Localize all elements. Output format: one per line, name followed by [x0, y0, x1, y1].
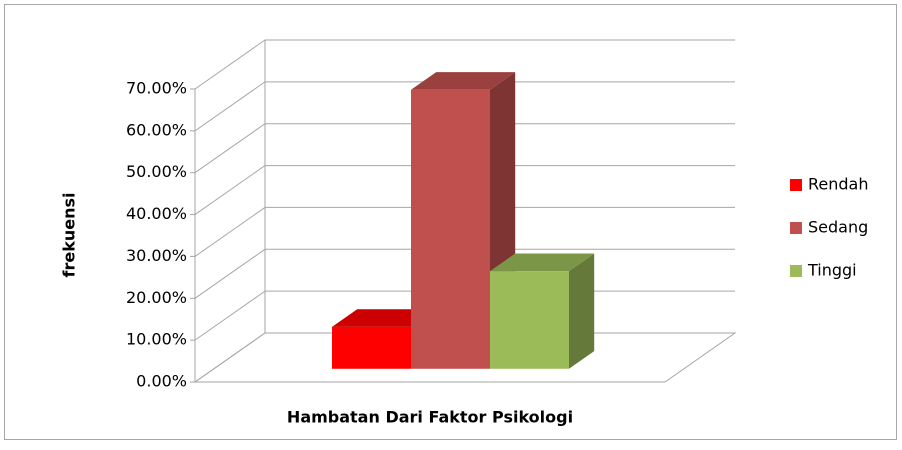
y-tick-label: 40.00%: [126, 204, 187, 223]
grid-line: [194, 123, 735, 174]
bar-top: [332, 309, 437, 327]
legend-swatch: [790, 222, 802, 234]
bar: [411, 89, 490, 369]
bar: [490, 271, 569, 369]
y-tick-label: 30.00%: [126, 246, 187, 265]
y-tick-label: 20.00%: [126, 288, 187, 307]
bar-top: [490, 253, 595, 272]
bar-top: [411, 72, 516, 90]
y-axis-label: frekuensi: [60, 193, 79, 278]
y-tick-label: 0.00%: [136, 372, 187, 391]
legend-swatch: [790, 265, 802, 277]
bar-side: [569, 253, 595, 369]
grid-line: [194, 39, 735, 90]
y-tick-label: 10.00%: [126, 330, 187, 349]
y-tick-label: 50.00%: [126, 162, 187, 181]
grid-line: [194, 206, 735, 257]
legend-label: Rendah: [808, 175, 868, 194]
grid-line: [194, 248, 735, 299]
legend-label: Tinggi: [807, 261, 857, 280]
legend-label: Sedang: [808, 218, 868, 237]
y-tick-label: 70.00%: [126, 79, 187, 98]
bar: [332, 326, 411, 369]
grid-line: [194, 165, 735, 215]
grid-line: [194, 81, 735, 132]
x-axis-label: Hambatan Dari Faktor Psikologi: [287, 408, 573, 427]
legend-swatch: [790, 179, 802, 191]
y-tick-label: 60.00%: [126, 120, 187, 139]
